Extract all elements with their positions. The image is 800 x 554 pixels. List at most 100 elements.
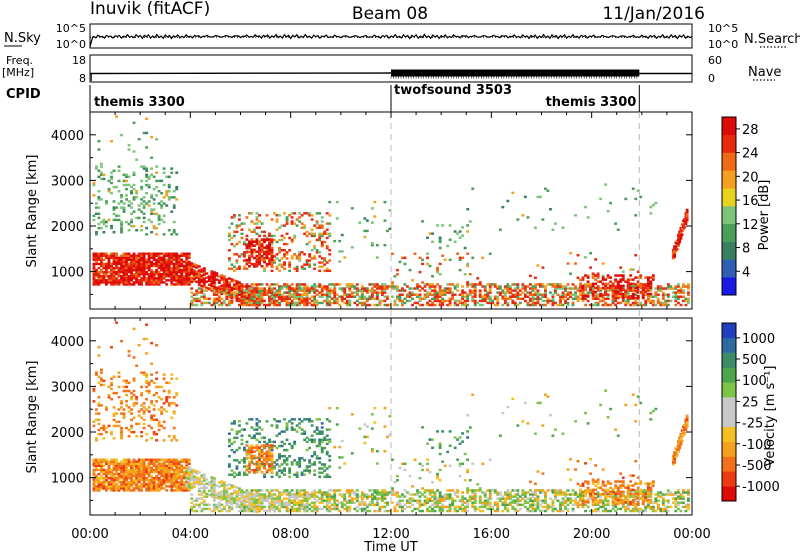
power-cell bbox=[273, 259, 276, 262]
power-cell bbox=[245, 260, 249, 264]
velocity-cell bbox=[511, 489, 515, 492]
velocity-cell bbox=[534, 503, 537, 507]
power-cell bbox=[624, 301, 628, 305]
power-cell bbox=[253, 293, 256, 296]
velocity-cell bbox=[120, 462, 123, 466]
power-cell bbox=[243, 222, 246, 225]
power-cell bbox=[167, 266, 171, 270]
velocity-cell bbox=[95, 462, 98, 466]
power-cell bbox=[125, 183, 128, 187]
velocity-cell bbox=[142, 460, 146, 463]
velocity-cell bbox=[503, 503, 507, 507]
power-cell bbox=[338, 287, 342, 290]
power-cell bbox=[355, 299, 359, 303]
velocity-cell bbox=[456, 505, 460, 509]
power-cell bbox=[396, 273, 399, 276]
power-cell bbox=[471, 256, 475, 260]
velocity-cell bbox=[353, 501, 357, 504]
velocity-cell bbox=[614, 509, 618, 513]
power-cell bbox=[471, 297, 475, 301]
velocity-cell bbox=[426, 499, 429, 502]
velocity-cell bbox=[155, 483, 159, 486]
velocity-cell bbox=[426, 507, 429, 511]
velocity-cell bbox=[165, 474, 169, 478]
velocity-cell bbox=[265, 489, 269, 492]
power-cell bbox=[240, 287, 244, 290]
power-cell bbox=[115, 279, 118, 282]
velocity-cell bbox=[110, 468, 113, 472]
velocity-cell bbox=[167, 466, 171, 470]
velocity-cell bbox=[157, 476, 161, 480]
velocity-cell bbox=[529, 493, 532, 496]
power-cell bbox=[544, 187, 547, 190]
velocity-cell bbox=[283, 491, 286, 494]
velocity-cell bbox=[473, 493, 477, 496]
power-cell bbox=[205, 280, 209, 283]
velocity-cell bbox=[401, 499, 404, 502]
power-cell bbox=[197, 265, 201, 268]
power-cell bbox=[516, 295, 520, 298]
power-cell bbox=[656, 299, 660, 303]
power-cell bbox=[112, 185, 116, 189]
power-cell bbox=[155, 233, 159, 236]
power-cell bbox=[416, 285, 419, 288]
power-cell bbox=[310, 299, 314, 303]
power-cell bbox=[536, 293, 540, 296]
power-cell bbox=[275, 289, 279, 292]
velocity-cell bbox=[137, 470, 141, 474]
station-title: Inuvik (fitACF) bbox=[90, 0, 210, 19]
velocity-cell bbox=[177, 487, 181, 490]
power-cell bbox=[561, 303, 565, 307]
velocity-cell bbox=[544, 501, 547, 504]
power-cell bbox=[649, 289, 653, 292]
velocity-cell bbox=[202, 479, 206, 482]
velocity-cell bbox=[308, 507, 312, 511]
power-cell bbox=[122, 281, 126, 284]
velocity-cell bbox=[483, 501, 487, 504]
power-colorbar-swatch bbox=[722, 241, 736, 260]
power-cell bbox=[150, 220, 154, 224]
velocity-cell bbox=[473, 495, 477, 498]
power-cell bbox=[145, 179, 149, 183]
power-cell bbox=[187, 275, 191, 278]
power-cell bbox=[125, 283, 128, 286]
velocity-cell bbox=[255, 491, 259, 494]
power-cell bbox=[192, 279, 196, 283]
velocity-cell bbox=[162, 479, 166, 482]
velocity-cell bbox=[488, 507, 492, 511]
power-cell bbox=[541, 299, 545, 303]
velocity-cell bbox=[177, 470, 181, 474]
velocity-cell bbox=[235, 490, 239, 493]
power-cell bbox=[684, 220, 688, 223]
power-cell bbox=[245, 250, 249, 254]
velocity-cell bbox=[318, 501, 322, 504]
power-cell bbox=[100, 254, 103, 257]
power-cell bbox=[255, 258, 259, 262]
power-cell bbox=[596, 280, 600, 283]
velocity-cell bbox=[310, 509, 314, 513]
power-cell bbox=[365, 303, 369, 307]
power-cell bbox=[105, 256, 108, 260]
power-cell bbox=[290, 212, 294, 215]
velocity-cell bbox=[110, 481, 113, 484]
velocity-cell bbox=[165, 466, 169, 470]
power-cell bbox=[508, 285, 512, 288]
velocity-cell bbox=[182, 460, 186, 463]
power-cell bbox=[523, 287, 527, 290]
power-cell bbox=[265, 246, 269, 249]
velocity-cell bbox=[132, 472, 136, 476]
power-cell bbox=[448, 303, 452, 307]
velocity-cell bbox=[606, 499, 610, 502]
power-cell bbox=[137, 216, 141, 220]
power-cell bbox=[157, 264, 161, 268]
power-cell bbox=[325, 295, 329, 298]
power-cell bbox=[626, 301, 630, 305]
velocity-cell bbox=[338, 489, 342, 492]
power-cell bbox=[345, 285, 349, 288]
velocity-cell bbox=[411, 493, 414, 496]
power-cell bbox=[142, 131, 146, 135]
velocity-cell bbox=[446, 489, 450, 492]
power-cell bbox=[626, 299, 630, 303]
power-cell bbox=[127, 229, 131, 232]
velocity-cell bbox=[498, 491, 502, 494]
